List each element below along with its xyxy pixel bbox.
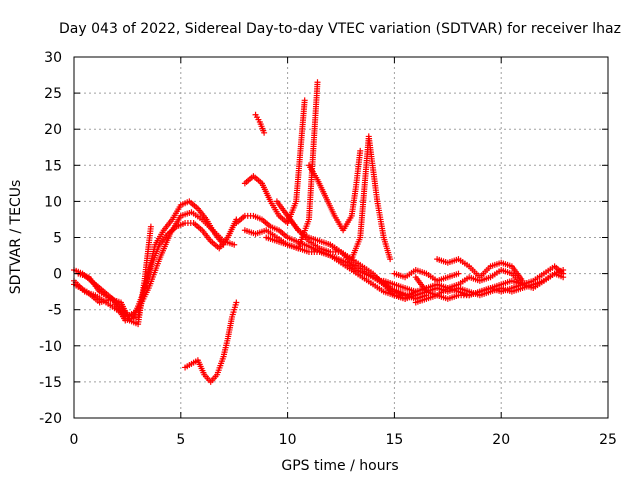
y-tick-label: -10	[39, 339, 62, 355]
data-point	[231, 241, 238, 248]
x-axis-label: GPS time / hours	[281, 458, 398, 474]
x-tick-label: 5	[176, 432, 185, 448]
x-tick-label: 0	[70, 432, 79, 448]
x-tick-label: 25	[599, 432, 617, 448]
y-tick-label: -15	[39, 375, 62, 391]
y-tick-label: -5	[48, 303, 62, 319]
series-arc-7	[241, 97, 308, 227]
data-point	[233, 299, 240, 306]
data-point	[147, 223, 154, 230]
series-arc-5	[182, 299, 240, 385]
ticks-layer: 0 5 10 15 20 25 -20 -15 -10 -5 0 5 10 15 20 25 30	[39, 50, 617, 448]
series-arc-8	[252, 111, 268, 136]
x-tick-label: 15	[385, 432, 403, 448]
data-point	[519, 281, 526, 288]
series-arc-18	[434, 256, 526, 284]
data-point	[314, 79, 321, 86]
series-arc-11	[273, 133, 394, 263]
data-point	[220, 241, 227, 248]
y-axis-label: SDTVAR / TECUs	[8, 180, 24, 295]
y-tick-label: 5	[53, 231, 62, 247]
x-tick-label: 20	[492, 432, 510, 448]
series-arc-19	[391, 266, 462, 284]
data-point	[560, 270, 567, 277]
marks-layer	[71, 79, 567, 385]
y-tick-label: 20	[44, 122, 62, 138]
y-tick-label: 0	[53, 267, 62, 283]
y-tick-label: -20	[39, 411, 62, 427]
data-point	[261, 129, 268, 136]
data-point	[357, 147, 364, 154]
series-arc-10	[305, 147, 364, 234]
series-arc-20	[412, 281, 526, 306]
y-tick-label: 15	[44, 158, 62, 174]
grid-layer	[74, 57, 608, 418]
x-tick-label: 10	[279, 432, 297, 448]
data-point	[455, 270, 462, 277]
series-arc-4	[75, 223, 154, 328]
data-point	[387, 256, 394, 263]
y-tick-label: 30	[44, 50, 62, 66]
chart-title: Day 043 of 2022, Sidereal Day-to-day VTE…	[59, 21, 621, 37]
y-tick-label: 25	[44, 86, 62, 102]
data-point	[301, 97, 308, 104]
y-tick-label: 10	[44, 194, 62, 210]
